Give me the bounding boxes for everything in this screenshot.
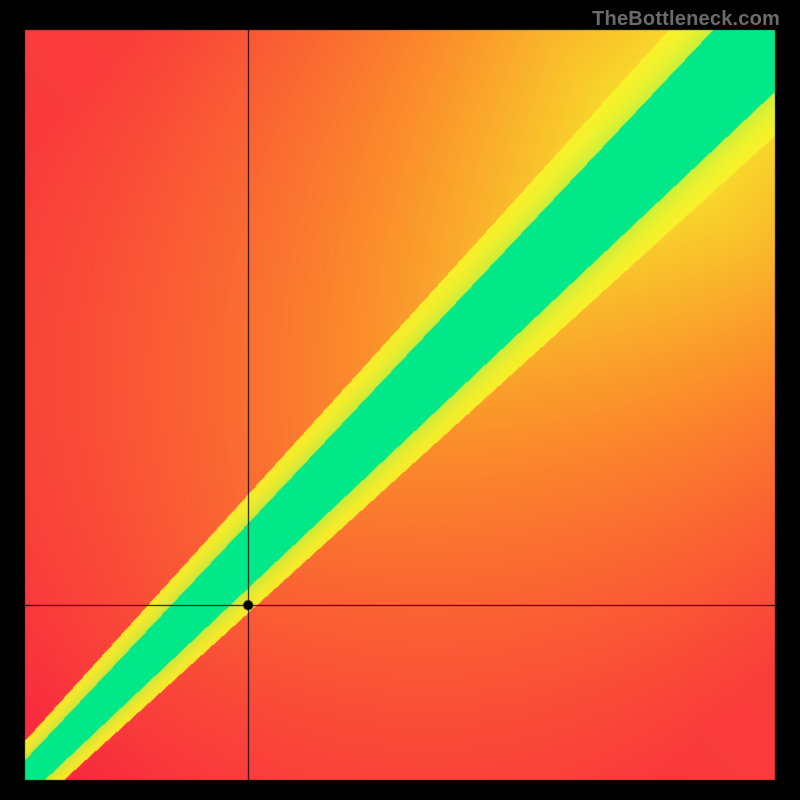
watermark: TheBottleneck.com: [592, 8, 780, 31]
bottleneck-heatmap: [0, 0, 800, 800]
chart-container: { "watermark": { "text": "TheBottleneck.…: [0, 0, 800, 800]
